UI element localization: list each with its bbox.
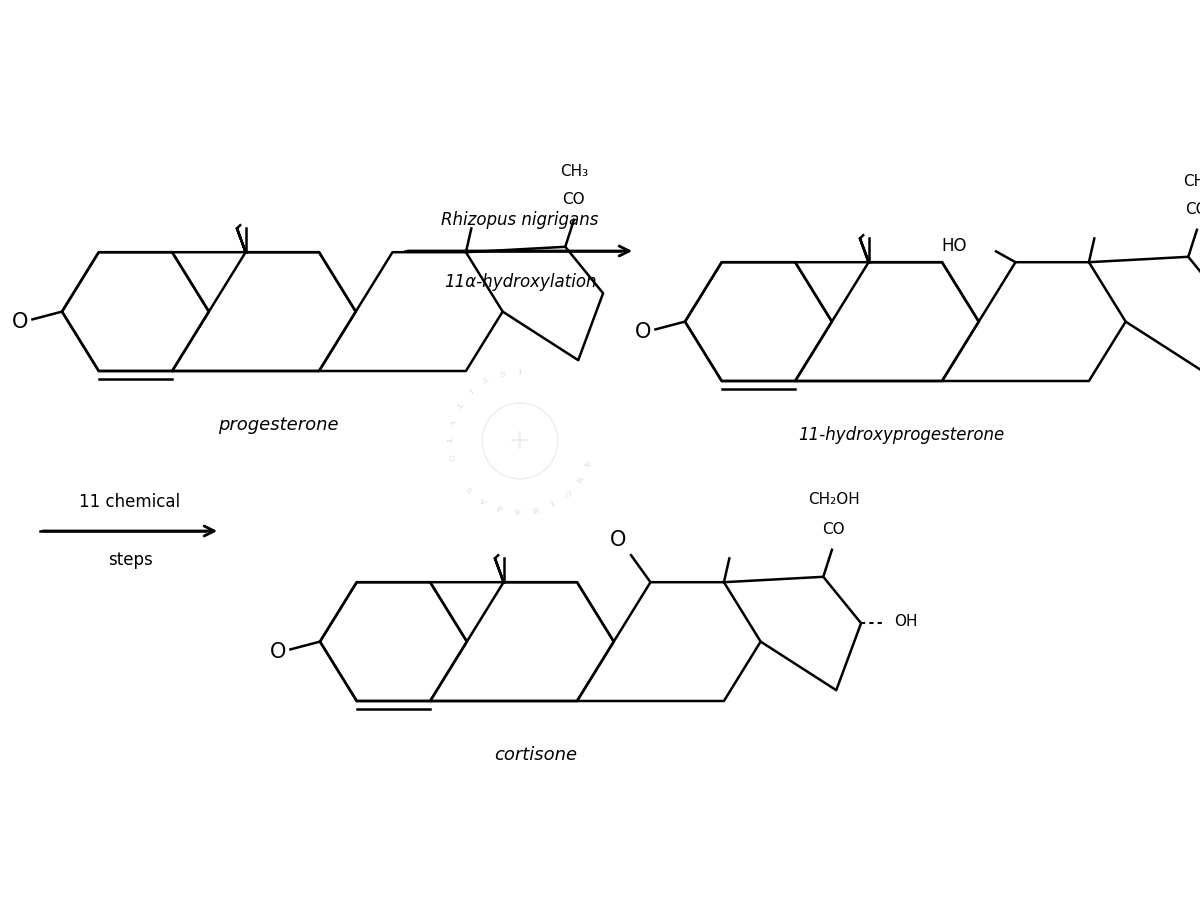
Text: CH₃: CH₃ bbox=[1183, 174, 1200, 188]
Text: I: I bbox=[518, 365, 522, 373]
Text: P: P bbox=[496, 506, 503, 515]
Text: S: S bbox=[498, 367, 505, 376]
Text: Rhizopus nigrigans: Rhizopus nigrigans bbox=[442, 211, 599, 229]
Text: O: O bbox=[610, 530, 626, 550]
Text: CH₂OH: CH₂OH bbox=[808, 492, 859, 506]
Text: T: T bbox=[444, 437, 452, 442]
Text: E: E bbox=[583, 459, 593, 467]
Text: O: O bbox=[270, 642, 287, 662]
Text: cortisone: cortisone bbox=[494, 746, 577, 764]
Text: O: O bbox=[12, 313, 29, 333]
Text: O: O bbox=[635, 323, 652, 342]
Text: I: I bbox=[550, 500, 557, 509]
Text: V: V bbox=[446, 418, 456, 425]
Text: steps: steps bbox=[108, 551, 152, 569]
Text: R: R bbox=[576, 476, 586, 485]
Text: CO: CO bbox=[823, 522, 845, 537]
Text: OH: OH bbox=[894, 613, 918, 629]
Text: O: O bbox=[445, 454, 455, 462]
Text: V: V bbox=[478, 497, 487, 507]
Text: progesterone: progesterone bbox=[217, 416, 338, 434]
Text: 11α-hydroxylation: 11α-hydroxylation bbox=[444, 273, 596, 291]
Text: T: T bbox=[480, 373, 488, 383]
Text: R: R bbox=[532, 506, 540, 516]
Text: CO: CO bbox=[563, 192, 586, 207]
Text: S: S bbox=[463, 486, 473, 496]
Text: +: + bbox=[509, 427, 532, 455]
Text: CH₃: CH₃ bbox=[560, 164, 588, 178]
Text: I: I bbox=[466, 386, 474, 393]
Text: HO: HO bbox=[941, 237, 967, 255]
Text: E: E bbox=[514, 509, 521, 517]
Text: O: O bbox=[563, 489, 574, 499]
Text: 11 chemical: 11 chemical bbox=[79, 493, 180, 511]
Text: T: T bbox=[454, 400, 463, 409]
Text: CO: CO bbox=[1186, 202, 1200, 217]
Text: 11-hydroxyprogesterone: 11-hydroxyprogesterone bbox=[798, 426, 1004, 444]
